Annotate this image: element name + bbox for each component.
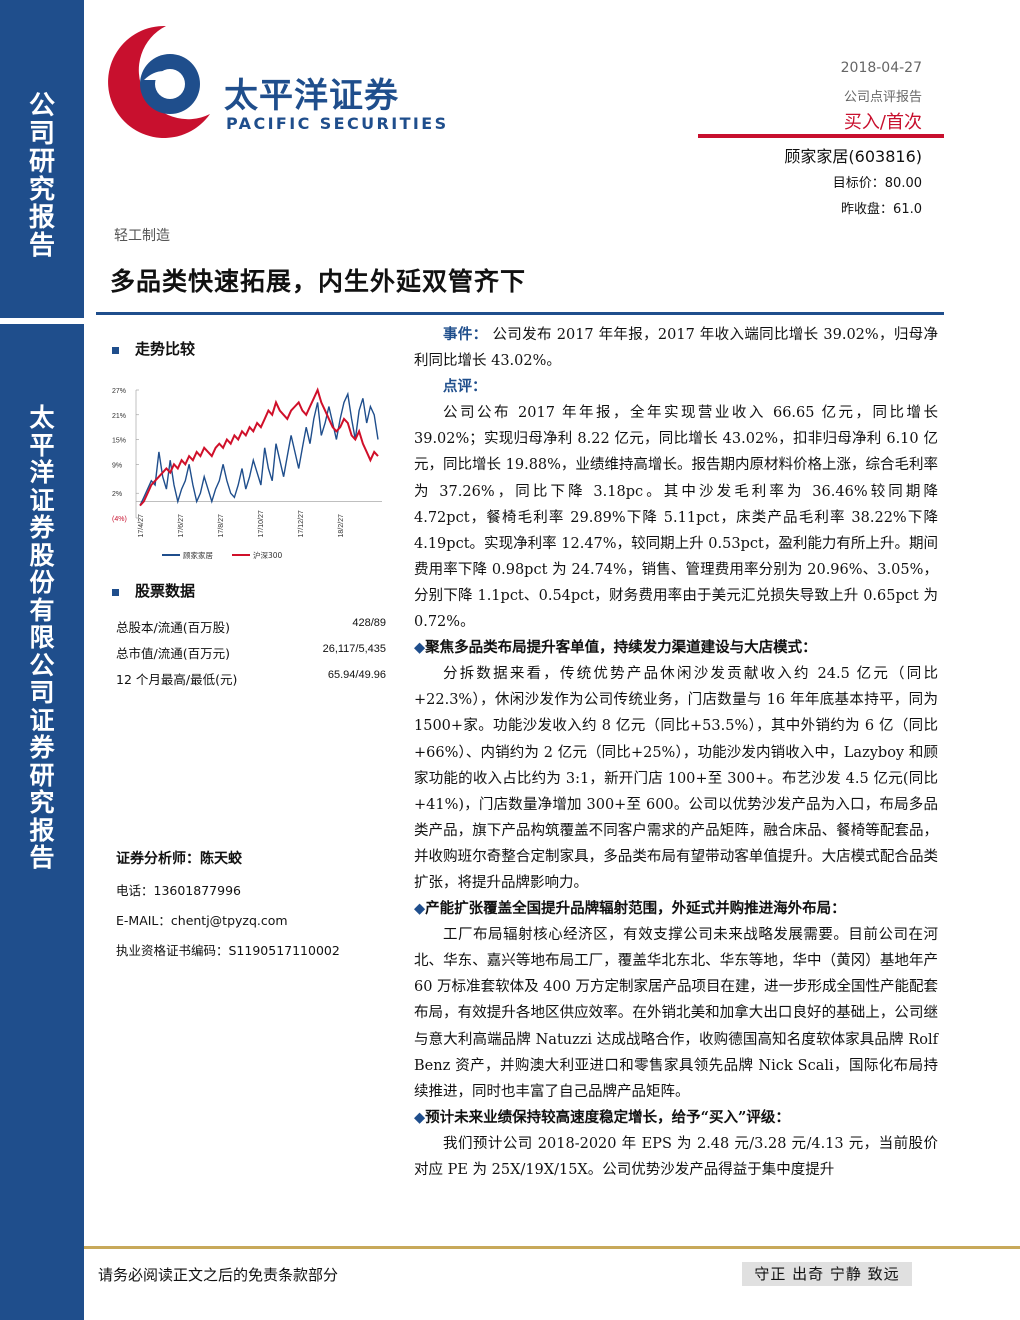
company-motto: 守正 出奇 宁静 致远	[742, 1262, 912, 1286]
sidebar-char: 公	[28, 91, 55, 121]
y-tick-label: 9%	[112, 462, 122, 469]
row-value: 26,117/5,435	[322, 643, 386, 655]
x-tick-label: 17/6/27	[178, 514, 185, 537]
sidebar-char: 报	[29, 815, 55, 845]
section-square-icon	[112, 346, 119, 354]
sidebar-char: 告	[29, 843, 55, 872]
legend-label: 顾家家居	[183, 550, 213, 560]
sidebar-char: 券	[29, 733, 55, 762]
title-blue-rule	[96, 312, 944, 315]
sidebar-char: 平	[29, 430, 55, 460]
sidebar-top-label: 公司研究报告	[20, 92, 64, 260]
legend-label: 沪深300	[253, 550, 283, 560]
logo-chinese-name: 太平洋证券	[224, 76, 399, 116]
x-tick-label: 17/10/27	[258, 510, 265, 537]
report-body: 事件： 公司发布 2017 年年报，2017 年收入端同比增长 39.02%，归…	[414, 322, 938, 1183]
bullet-text: 聚焦多品类布局提升客单值，持续发力渠道建设与大店模式：	[425, 639, 817, 657]
row-label: 总市值/流通(百万元)	[116, 646, 230, 661]
sidebar-char: 究	[28, 175, 55, 205]
footer-rule	[84, 1246, 1020, 1249]
sidebar-char: 有	[29, 595, 55, 625]
x-tick-label: 17/8/27	[218, 514, 225, 537]
sidebar-char: 证	[29, 485, 55, 515]
sidebar-char: 公	[29, 650, 55, 680]
sidebar-char: 究	[29, 788, 55, 817]
table-row: 总股本/流通(百万股) 428/89	[116, 617, 386, 643]
trend-section-heading: 走势比较	[112, 338, 195, 359]
sidebar-char: 司	[28, 119, 55, 149]
company-logo-mark	[108, 25, 210, 138]
table-row: 总市值/流通(百万元) 26,117/5,435	[116, 643, 386, 669]
row-value: 65.94/49.96	[327, 669, 386, 681]
body-paragraph-2: 分拆数据来看，传统优势产品休闲沙发贡献收入约 24.5 亿元（同比+22.3%）…	[414, 666, 938, 891]
stock-data-table: 总股本/流通(百万股) 428/89 总市值/流通(百万元) 26,117/5,43…	[116, 617, 386, 695]
previous-close: 昨收盘：61.0	[841, 202, 922, 217]
event-label: 事件：	[443, 326, 488, 343]
diamond-bullet-icon: ◆	[414, 639, 426, 657]
sidebar-char: 告	[28, 231, 55, 261]
row-value: 428/89	[352, 617, 386, 629]
y-tick-label: (4%)	[112, 516, 127, 523]
body-paragraph-4: 我们预计公司 2018-2020 年 EPS 为 2.48 元/3.28 元/4…	[414, 1135, 938, 1178]
y-tick-label: 2%	[112, 491, 122, 498]
sidebar-char: 份	[29, 568, 55, 597]
y-tick-label: 15%	[112, 438, 126, 445]
analyst-name: 证券分析师：陈天蛟	[116, 851, 242, 867]
sidebar-char: 太	[29, 403, 55, 432]
section-square-icon	[112, 588, 119, 596]
comment-label: 点评：	[443, 378, 487, 396]
y-tick-label: 27%	[112, 388, 126, 395]
row-label: 12 个月最高/最低(元)	[116, 672, 238, 687]
report-type: 公司点评报告	[843, 90, 922, 105]
bullet-heading-2: ◆产能扩张覆盖全国提升品牌辐射范围，外延式并购推进海外布局：	[414, 896, 938, 922]
table-row: 12 个月最高/最低(元) 65.94/49.96	[116, 669, 386, 695]
bullet-text: 预计未来业绩保持较高速度稳定增长，给予“买入”评级：	[425, 1108, 790, 1126]
x-tick-label: 17/4/27	[138, 514, 145, 537]
series-line-gujia	[139, 391, 379, 506]
stock-name-code: 顾家家居(603816)	[784, 147, 922, 166]
sidebar-char: 限	[29, 623, 55, 652]
diamond-bullet-icon: ◆	[414, 900, 426, 918]
sidebar-char: 研	[28, 147, 55, 177]
report-date: 2018-04-27	[840, 60, 922, 76]
analyst-cert: 执业资格证书编码：S1190517110002	[116, 943, 340, 958]
comment-heading: 点评：	[414, 374, 938, 400]
sidebar-char: 券	[29, 513, 55, 542]
sidebar-company-label: 太平洋证券股份有限公司证券研究报告	[20, 404, 64, 872]
bullet-heading-3: ◆预计未来业绩保持较高速度稳定增长，给予“买入”评级：	[414, 1105, 938, 1131]
target-price: 目标价：80.00	[832, 176, 922, 191]
event-paragraph: 事件： 公司发布 2017 年年报，2017 年收入端同比增长 39.02%，归…	[414, 322, 938, 374]
sidebar-char: 研	[29, 760, 55, 790]
disclaimer-note: 请务必阅读正文之后的免责条款部分	[98, 1266, 339, 1284]
event-text: 公司发布 2017 年年报，2017 年收入端同比增长 39.02%，归母净利同…	[414, 327, 939, 370]
sidebar-char: 报	[28, 203, 55, 233]
stock-section-title: 股票数据	[135, 582, 196, 600]
logo-english-name: PACIFIC SECURITIES	[226, 114, 449, 133]
analyst-phone: 电话：13601877996	[116, 883, 241, 898]
sidebar-char: 司	[29, 678, 55, 707]
sidebar-char: 证	[29, 705, 55, 735]
bullet-heading-1: ◆聚焦多品类布局提升客单值，持续发力渠道建设与大店模式：	[414, 635, 938, 661]
trend-chart: 27% 21% 15% 9% 2% (4%) 17/4/27 17/6/27 17/8/27 17…	[112, 387, 382, 560]
rating-label: 买入/首次	[843, 112, 922, 133]
stock-section-heading: 股票数据	[112, 580, 195, 601]
report-title: 多品类快速拓展，内生外延双管齐下	[110, 267, 527, 296]
body-paragraph-3: 工厂布局辐射核心经济区，有效支撑公司未来战略发展需要。目前公司在河北、华东、嘉兴…	[414, 927, 938, 1100]
y-tick-label: 21%	[112, 413, 126, 420]
x-tick-label: 18/2/27	[338, 514, 345, 537]
body-paragraph-1: 公司公布 2017 年年报，全年实现营业收入 66.65 亿元，同比增长 39.…	[414, 405, 938, 631]
diamond-bullet-icon: ◆	[414, 1108, 426, 1126]
trend-section-title: 走势比较	[135, 340, 196, 358]
industry-label: 轻工制造	[114, 228, 170, 244]
sidebar-char: 洋	[29, 458, 55, 487]
series-line-hs300	[139, 387, 379, 507]
bullet-text: 产能扩张覆盖全国提升品牌辐射范围，外延式并购推进海外布局：	[425, 900, 846, 918]
sidebar-char: 股	[29, 540, 55, 570]
row-label: 总股本/流通(百万股)	[116, 620, 230, 635]
sidebar: 公司研究报告 太平洋证券股份有限公司证券研究报告	[0, 0, 84, 1320]
header-red-rule	[698, 134, 944, 138]
x-tick-label: 17/12/27	[298, 510, 305, 537]
sidebar-divider	[0, 318, 84, 324]
analyst-email: E-MAIL：chentj@tpyzq.com	[116, 913, 288, 928]
